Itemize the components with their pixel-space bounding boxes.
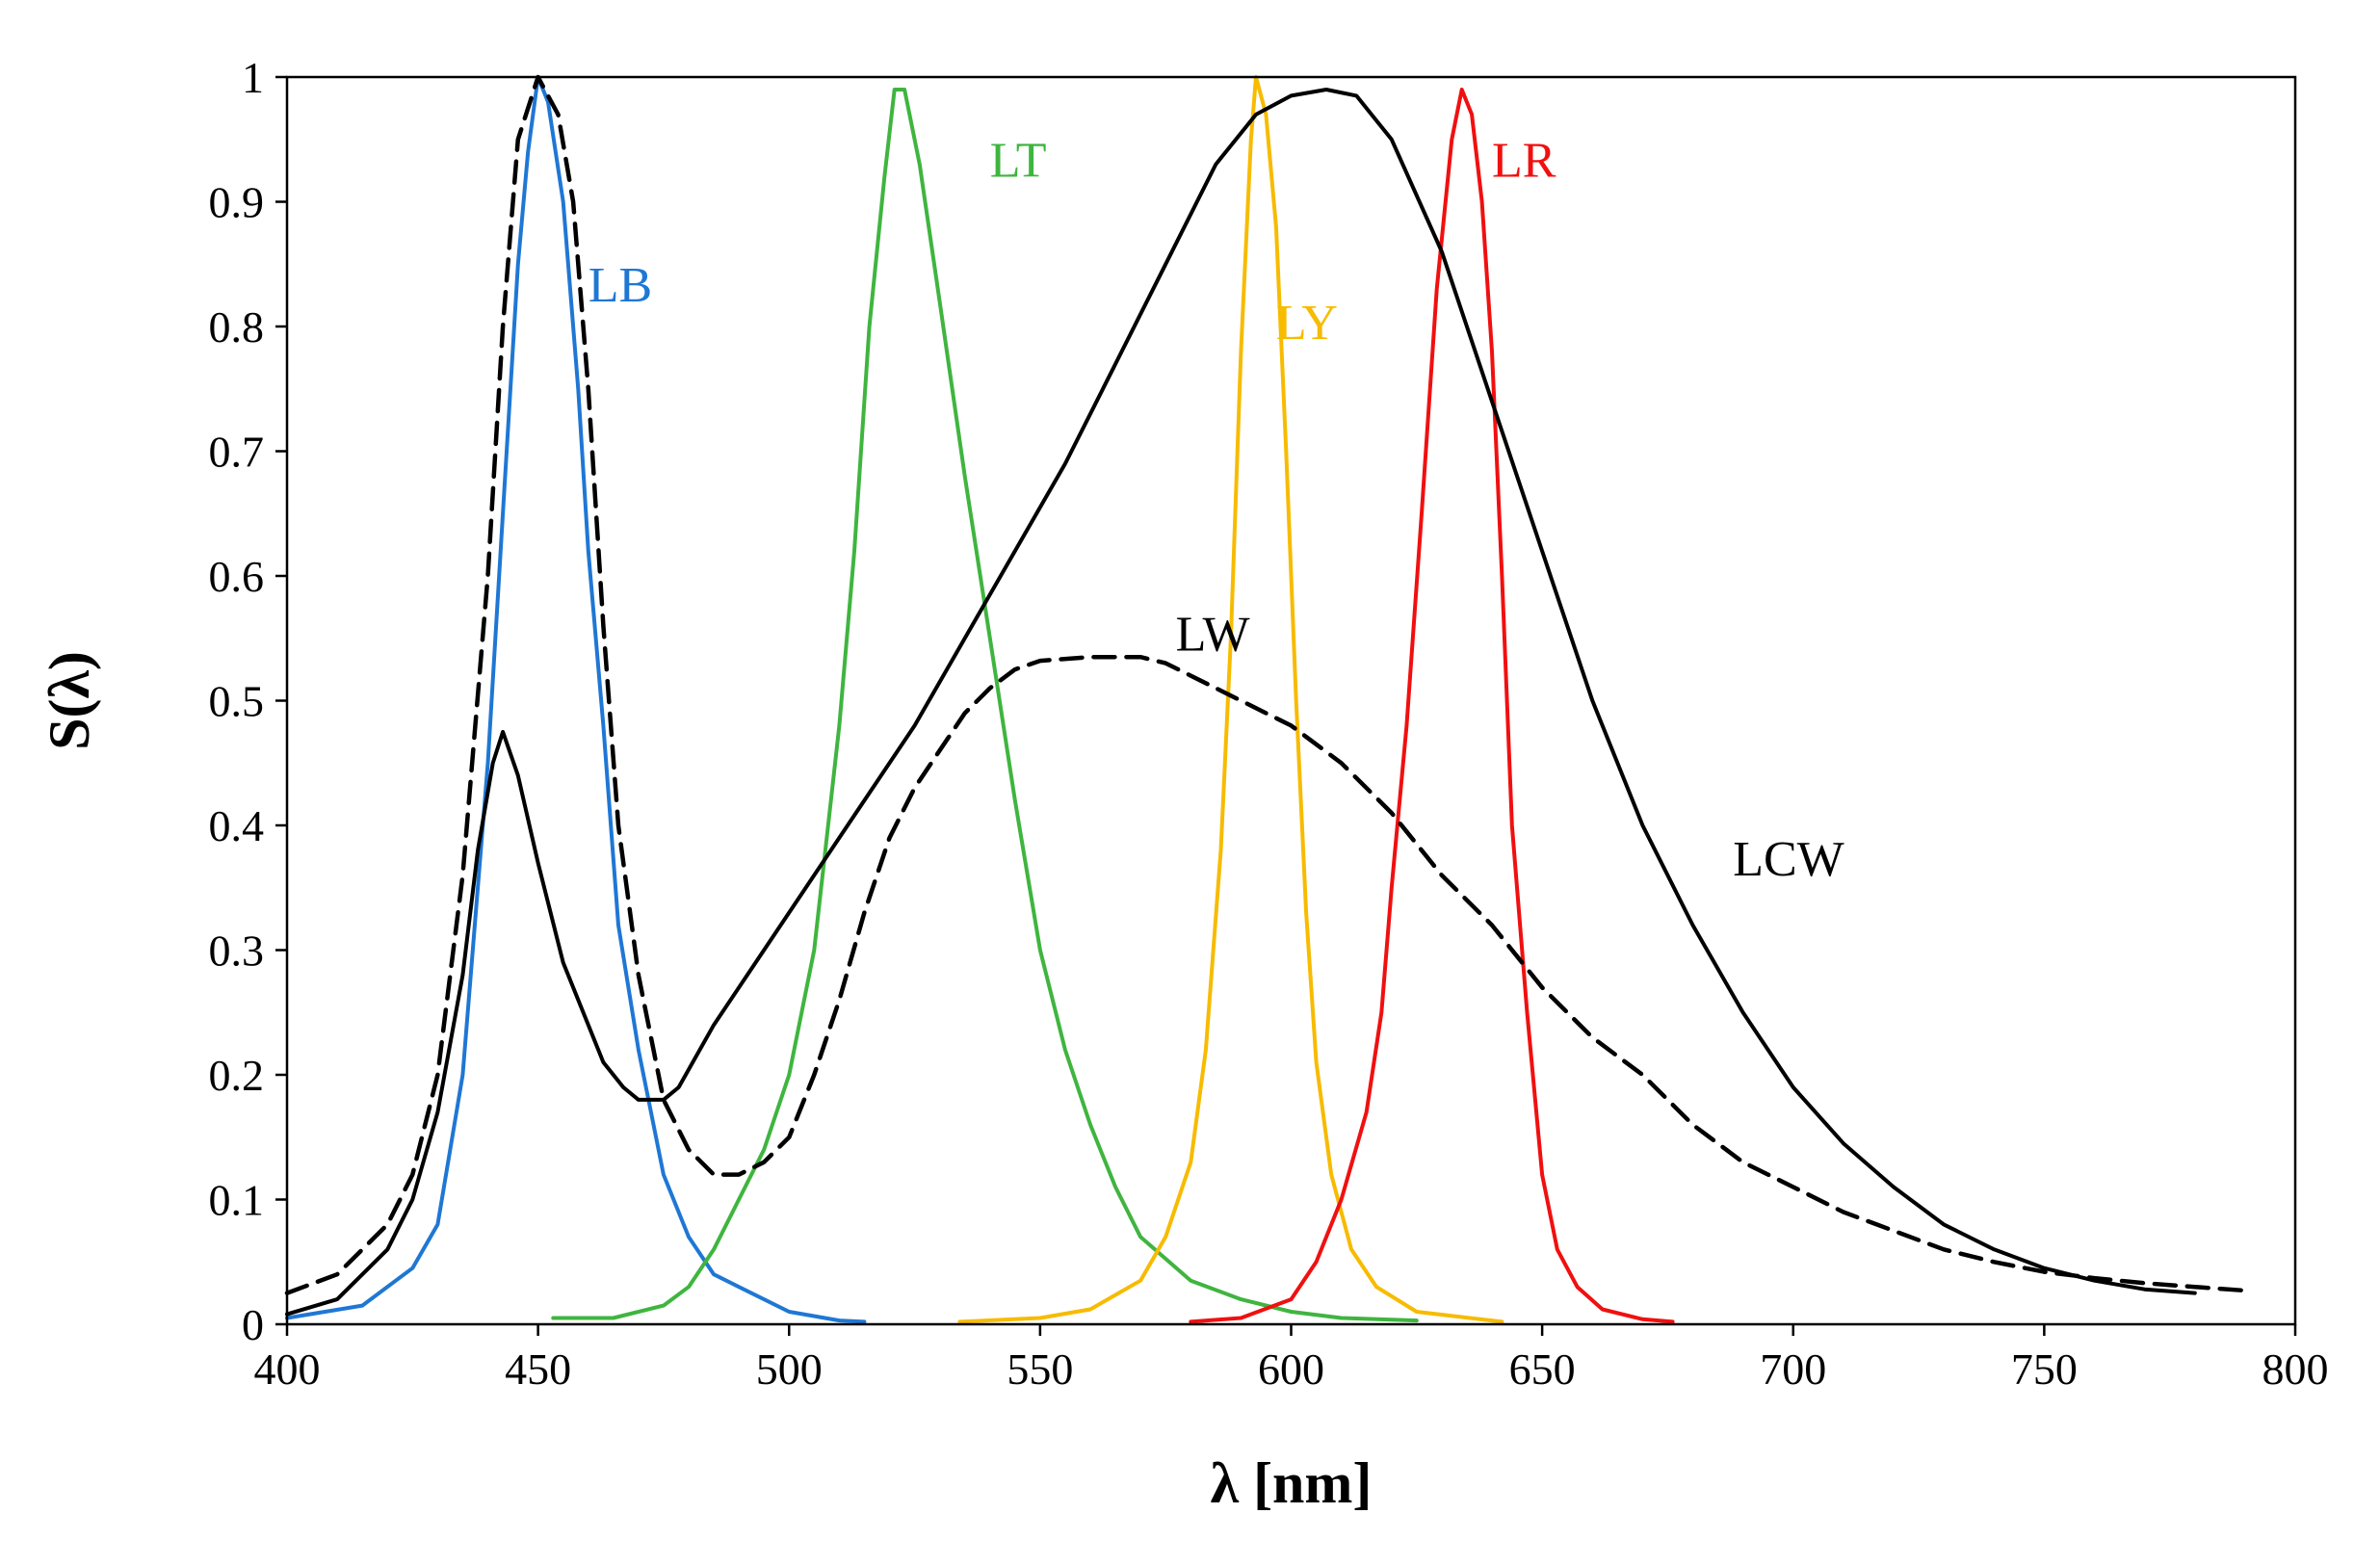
- x-tick-label: 600: [1258, 1344, 1324, 1394]
- series-label-lw: LW: [1176, 608, 1250, 663]
- series-line-lw: [284, 74, 2248, 1295]
- y-tick-label: 0.5: [209, 677, 265, 726]
- series-label-lcw: LCW: [1733, 832, 1844, 887]
- x-tick-label: 650: [1509, 1344, 1576, 1394]
- series-line-lb: [285, 75, 867, 1324]
- x-tick-label: 500: [756, 1344, 823, 1394]
- y-tick-label: 0.2: [209, 1051, 265, 1100]
- x-tick-label: 550: [1007, 1344, 1073, 1394]
- x-tick-label: 700: [1760, 1344, 1826, 1394]
- series-layer: [284, 74, 2248, 1324]
- series-label-ly: LY: [1276, 296, 1338, 351]
- y-tick-label: 0.9: [209, 178, 265, 227]
- y-tick-label: 0.4: [209, 801, 265, 850]
- series-label-lb: LB: [588, 258, 652, 313]
- series-line-lcw: [285, 88, 2197, 1317]
- series-line-lt: [551, 88, 1419, 1323]
- y-tick-label: 0.1: [209, 1176, 265, 1225]
- y-tick-label: 0.8: [209, 302, 265, 352]
- x-tick-label: 450: [505, 1344, 571, 1394]
- series-labels: LB LT LY LR LCW LW: [588, 134, 1844, 887]
- ticks-layer: 400 450 500 550 600 650 700 750 800 0 0.1 0.2 0.3 0.4…: [209, 53, 2329, 1394]
- y-axis-title: S(λ): [38, 651, 101, 750]
- series-line-ly: [957, 75, 1504, 1324]
- series-line-lr: [1189, 88, 1675, 1324]
- series-label-lt: LT: [990, 134, 1047, 189]
- x-axis-title: λ [nm]: [1211, 1451, 1373, 1515]
- series-label-lr: LR: [1492, 134, 1556, 189]
- y-tick-label: 0.7: [209, 428, 265, 477]
- y-tick-label: 0.6: [209, 552, 265, 601]
- x-tick-label: 750: [2011, 1344, 2078, 1394]
- x-tick-label: 400: [254, 1344, 321, 1394]
- y-tick-label: 0.3: [209, 927, 265, 976]
- y-tick-label: 0: [242, 1300, 264, 1349]
- x-tick-label: 800: [2262, 1344, 2329, 1394]
- y-tick-label: 1: [242, 53, 264, 102]
